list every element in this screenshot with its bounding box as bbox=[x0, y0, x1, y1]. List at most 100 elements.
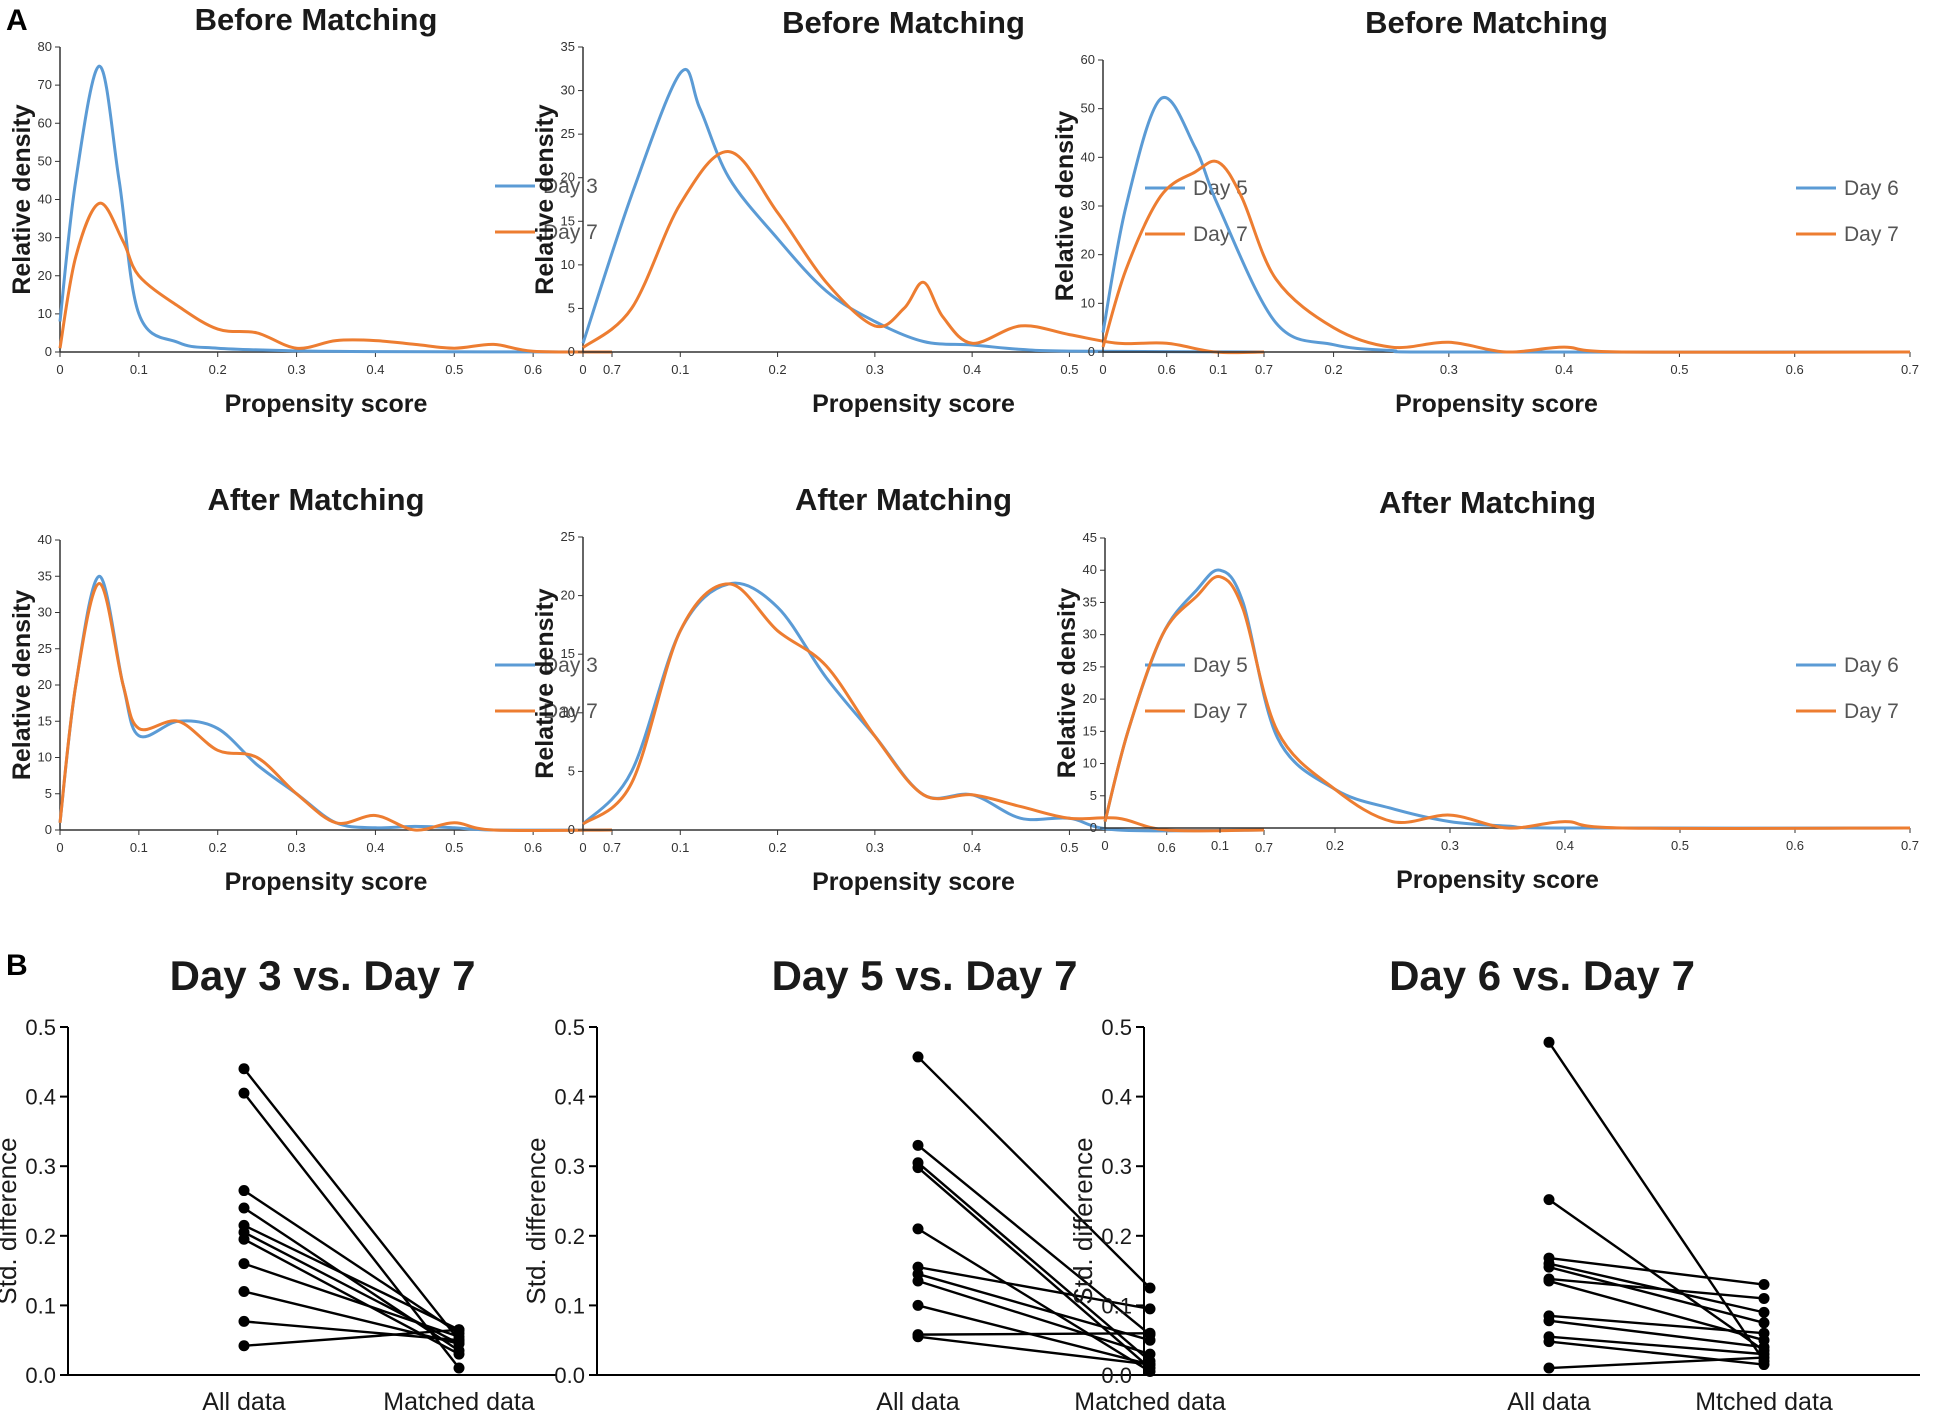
x-axis-label: Propensity score bbox=[812, 390, 1015, 418]
chart-title: Day 6 vs. Day 7 bbox=[1389, 952, 1695, 999]
y-tick-label: 30 bbox=[38, 605, 52, 620]
x-axis-label: Propensity score bbox=[1396, 866, 1599, 894]
y-axis-label: Relative density bbox=[531, 588, 559, 778]
x-tick-label: 0.6 bbox=[1158, 362, 1176, 377]
x-tick-label: 0.7 bbox=[1901, 362, 1919, 377]
y-tick-label: 0.4 bbox=[554, 1085, 585, 1110]
y-tick-label: 10 bbox=[1081, 295, 1095, 310]
x-axis-label: Propensity score bbox=[812, 868, 1015, 896]
x-tick-label: 0.5 bbox=[445, 840, 463, 855]
y-tick-label: 0.0 bbox=[554, 1363, 585, 1388]
x-tick-label: 0 bbox=[1099, 362, 1106, 377]
pair-line bbox=[1548, 1335, 1765, 1356]
point-all-data bbox=[238, 1063, 250, 1075]
y-axis-label: Std. difference bbox=[0, 1137, 22, 1304]
y-tick-label: 30 bbox=[1081, 198, 1095, 213]
y-tick-label: 0.4 bbox=[1101, 1085, 1132, 1110]
legend-label: Day 7 bbox=[543, 700, 598, 723]
chart-title: Before Matching bbox=[195, 2, 438, 37]
category-label: Mtched data bbox=[1695, 1388, 1833, 1416]
series-line-2 bbox=[1103, 575, 1911, 830]
chart-title: Day 5 vs. Day 7 bbox=[772, 952, 1078, 999]
legend-label: Day 3 bbox=[543, 175, 598, 198]
chart-title: Before Matching bbox=[1365, 5, 1608, 40]
pair-line bbox=[917, 1279, 1151, 1356]
point-matched-data bbox=[453, 1324, 465, 1336]
point-matched-data bbox=[1758, 1327, 1770, 1339]
x-tick-label: 0 bbox=[56, 840, 63, 855]
legend-label: Day 7 bbox=[1844, 700, 1899, 723]
y-axis-label: Relative density bbox=[1051, 111, 1079, 301]
x-axis-label: Propensity score bbox=[225, 868, 428, 896]
point-all-data bbox=[1543, 1036, 1555, 1048]
series-line-2 bbox=[582, 582, 1265, 833]
y-tick-label: 0.4 bbox=[25, 1085, 56, 1110]
point-matched-data bbox=[453, 1334, 465, 1346]
y-tick-label: 40 bbox=[38, 532, 52, 547]
pair-line bbox=[917, 1056, 1151, 1289]
x-tick-label: 0.6 bbox=[1158, 840, 1176, 855]
category-label: Matched data bbox=[383, 1388, 535, 1416]
point-all-data bbox=[1543, 1315, 1555, 1327]
point-all-data bbox=[912, 1051, 924, 1063]
pair-line bbox=[243, 1092, 460, 1369]
point-matched-data bbox=[1758, 1279, 1770, 1291]
y-tick-label: 20 bbox=[38, 677, 52, 692]
x-axis-label: Propensity score bbox=[225, 390, 428, 418]
paired-chart: Day 6 vs. Day 7 0.0 0.1 0.2 0.3 0.4 0.5 Std. di… bbox=[1068, 952, 1920, 1416]
x-tick-label: 0.5 bbox=[1671, 838, 1689, 853]
chart-title: After Matching bbox=[795, 482, 1012, 517]
y-tick-label: 10 bbox=[1083, 756, 1097, 771]
y-tick-label: 0.5 bbox=[25, 1015, 56, 1040]
series-line-1 bbox=[581, 68, 1265, 354]
y-tick-label: 70 bbox=[38, 77, 52, 92]
x-tick-label: 0.2 bbox=[769, 362, 787, 377]
y-tick-label: 0.2 bbox=[25, 1224, 56, 1249]
y-tick-label: 10 bbox=[561, 257, 575, 272]
point-all-data bbox=[912, 1162, 924, 1174]
y-tick-label: 30 bbox=[38, 230, 52, 245]
x-tick-label: 0.4 bbox=[1555, 362, 1573, 377]
x-tick-label: 0.6 bbox=[1786, 838, 1804, 853]
point-matched-data bbox=[1758, 1317, 1770, 1329]
point-matched-data bbox=[1144, 1327, 1156, 1339]
y-tick-label: 15 bbox=[1083, 723, 1097, 738]
x-tick-label: 0.1 bbox=[130, 840, 148, 855]
y-tick-label: 5 bbox=[568, 763, 575, 778]
y-tick-label: 10 bbox=[38, 750, 52, 765]
pair-line bbox=[917, 1265, 1151, 1311]
x-tick-label: 0.6 bbox=[1786, 362, 1804, 377]
pair-line bbox=[917, 1272, 1151, 1342]
x-tick-label: 0.3 bbox=[1441, 838, 1459, 853]
paired-chart: Day 5 vs. Day 7 0.0 0.1 0.2 0.3 0.4 0.5 Std. di… bbox=[521, 952, 1232, 1416]
x-tick-label: 0.4 bbox=[963, 362, 981, 377]
point-all-data bbox=[912, 1275, 924, 1287]
x-tick-label: 0.5 bbox=[1060, 840, 1078, 855]
x-tick-label: 0.4 bbox=[963, 840, 981, 855]
point-all-data bbox=[238, 1185, 250, 1197]
legend-label: Day 7 bbox=[1193, 223, 1248, 246]
x-tick-label: 0 bbox=[1101, 838, 1108, 853]
point-all-data bbox=[912, 1223, 924, 1235]
category-label: Matched data bbox=[1074, 1388, 1226, 1416]
series-line-2 bbox=[1101, 159, 1911, 354]
x-tick-label: 0.2 bbox=[1325, 362, 1343, 377]
point-matched-data bbox=[1758, 1306, 1770, 1318]
y-tick-label: 25 bbox=[38, 641, 52, 656]
x-tick-label: 0.3 bbox=[288, 840, 306, 855]
y-tick-label: 0 bbox=[1090, 820, 1097, 835]
x-tick-label: 0.2 bbox=[1326, 838, 1344, 853]
pair-line bbox=[243, 1068, 460, 1341]
x-tick-label: 0.6 bbox=[524, 362, 542, 377]
legend-label: Day 7 bbox=[1844, 223, 1899, 246]
x-tick-label: 0 bbox=[579, 840, 586, 855]
paired-chart: Day 3 vs. Day 7 0.0 0.1 0.2 0.3 0.4 0.5 Std. di… bbox=[0, 952, 557, 1416]
y-tick-label: 0 bbox=[45, 344, 52, 359]
legend-label: Day 5 bbox=[1193, 654, 1248, 677]
y-tick-label: 80 bbox=[38, 39, 52, 54]
x-tick-label: 0.7 bbox=[1255, 362, 1273, 377]
point-matched-data bbox=[1758, 1292, 1770, 1304]
point-all-data bbox=[238, 1285, 250, 1297]
pair-line bbox=[917, 1227, 1151, 1373]
